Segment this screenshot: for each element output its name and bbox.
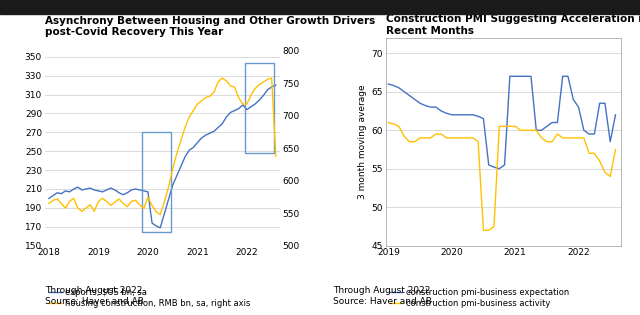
Legend: construction pmi-business expectation, construction pmi-business activity: construction pmi-business expectation, c… [390, 289, 569, 308]
Legend: exports, $US bn, sa, housing construction, RMB bn, sa, right axis: exports, $US bn, sa, housing constructio… [49, 289, 250, 308]
Text: Construction PMI Suggesting Acceleration in Infra in
Recent Months: Construction PMI Suggesting Acceleration… [386, 14, 640, 36]
Bar [245, 63, 274, 153]
Y-axis label: 3 month moving average: 3 month moving average [358, 84, 367, 199]
Text: Through August 2022
Source: Haver and AB: Through August 2022 Source: Haver and AB [45, 286, 143, 306]
Text: Asynchrony Between Housing and Other Growth Drivers
post-Covid Recovery This Yea: Asynchrony Between Housing and Other Gro… [45, 16, 375, 37]
Text: Through August 2022
Source: Haver and AB: Through August 2022 Source: Haver and AB [333, 286, 431, 306]
Bar [141, 132, 171, 232]
